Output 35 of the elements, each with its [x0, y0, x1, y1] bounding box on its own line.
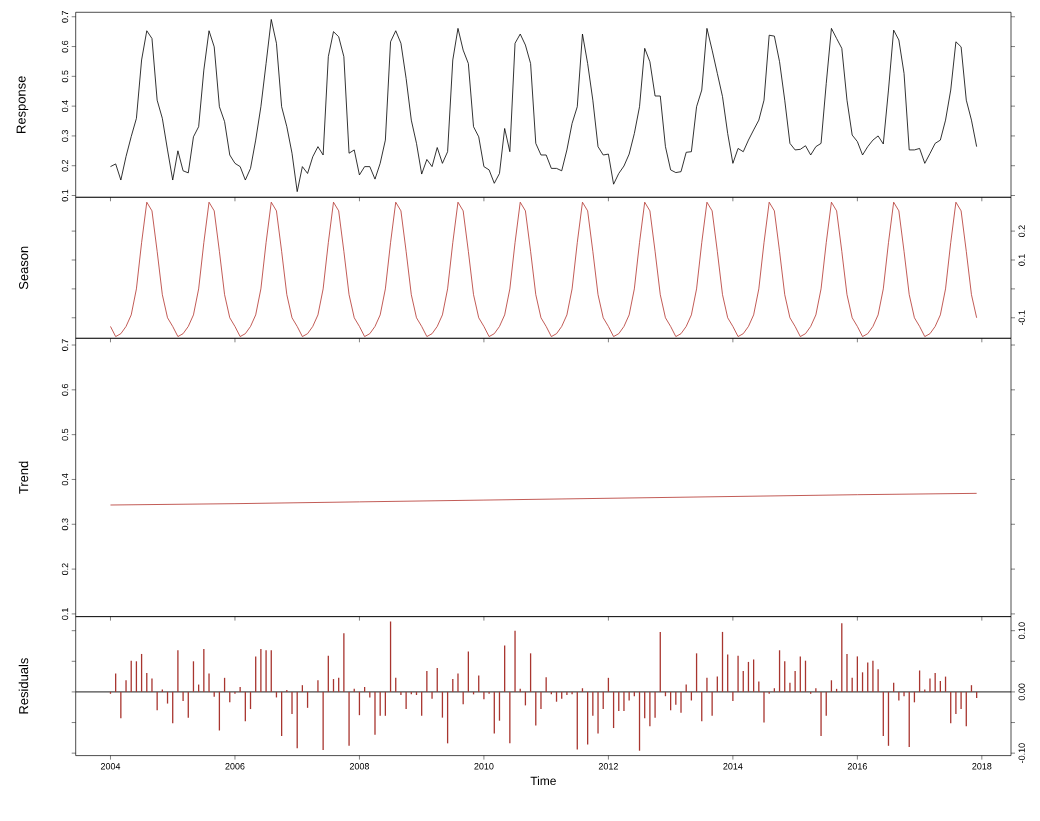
x-tick-label: 2012 [598, 763, 618, 770]
y-tick-label: 0.6 [61, 383, 69, 396]
x-tick-label: 2014 [723, 763, 743, 770]
y2-tick-label: -0.1 [1018, 310, 1025, 326]
y-tick-label: 0.2 [61, 563, 69, 575]
x-tick-label: 2010 [474, 763, 494, 770]
line-series [110, 201, 978, 337]
y-tick-label: 0.2 [61, 159, 69, 172]
y-tick-label: 0.4 [61, 100, 69, 113]
line-series [110, 19, 978, 193]
y2-tick-label: 0.2 [1018, 225, 1025, 237]
x-tick-label: 2008 [349, 763, 370, 770]
y-tick-label: 0.7 [61, 339, 69, 351]
y2-tick-label: 0.00 [1018, 683, 1025, 701]
x-tick-label: 2018 [972, 763, 992, 770]
y-tick-label: 0.5 [61, 428, 69, 441]
y-axis-title: Trend [18, 461, 29, 494]
y-tick-label: 0.1 [61, 189, 69, 202]
y2-tick-label: 0.10 [1018, 622, 1025, 640]
y2-tick-label: -0.10 [1018, 743, 1025, 763]
y-tick-label: 0.5 [61, 70, 69, 83]
y2-tick-label: 0.1 [1018, 254, 1025, 266]
x-tick-label: 2016 [847, 763, 867, 770]
y-tick-label: 0.7 [61, 10, 69, 23]
y-axis-title: Season [19, 246, 29, 290]
y-axis-title: Response [16, 76, 29, 133]
y-tick-label: 0.3 [61, 130, 69, 142]
y-tick-label: 0.4 [61, 473, 69, 486]
y-axis-title: Residuals [18, 658, 29, 714]
x-axis-title: Time [530, 776, 556, 786]
y-tick-label: 0.3 [61, 518, 69, 531]
x-tick-label: 2006 [225, 763, 245, 770]
x-tick-label: 2004 [100, 763, 121, 770]
y-tick-label: 0.1 [61, 608, 69, 620]
y-tick-label: 0.6 [61, 40, 69, 53]
